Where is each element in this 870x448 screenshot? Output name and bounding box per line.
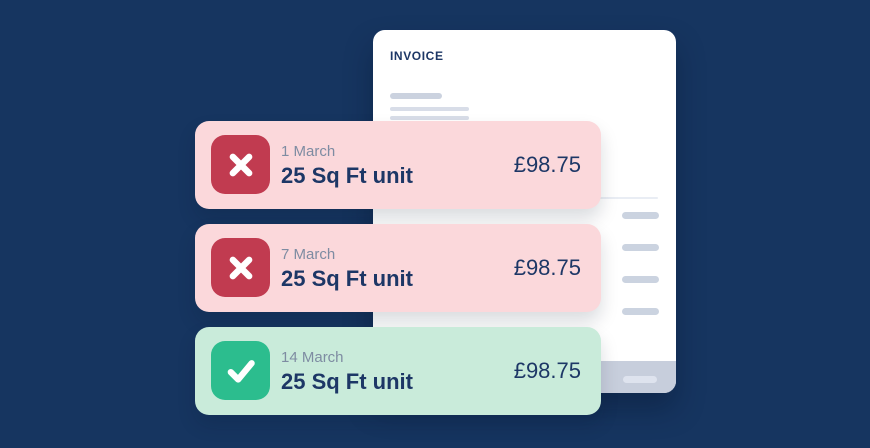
status-icon-paid xyxy=(211,341,270,400)
invoice-footer-pill xyxy=(623,376,657,383)
invoice-placeholder-amount xyxy=(622,212,659,219)
payment-row: 14 March 25 Sq Ft unit £98.75 xyxy=(195,327,601,415)
invoice-title: INVOICE xyxy=(390,49,444,63)
invoice-placeholder-line xyxy=(390,116,469,120)
invoice-placeholder-amount xyxy=(622,276,659,283)
check-icon xyxy=(227,359,255,383)
payment-date: 7 March xyxy=(281,245,336,263)
payment-item: 25 Sq Ft unit xyxy=(281,265,413,291)
invoice-placeholder-heading xyxy=(390,93,442,99)
invoice-placeholder-line xyxy=(390,107,469,111)
payment-row-text: 1 March 25 Sq Ft unit xyxy=(281,121,413,209)
status-icon-failed xyxy=(211,238,270,297)
x-icon xyxy=(229,256,252,279)
payment-date: 14 March xyxy=(281,348,344,366)
payment-row-text: 14 March 25 Sq Ft unit xyxy=(281,327,413,415)
payment-row-text: 7 March 25 Sq Ft unit xyxy=(281,224,413,312)
payment-item: 25 Sq Ft unit xyxy=(281,162,413,188)
payment-date: 1 March xyxy=(281,142,336,160)
x-icon xyxy=(229,153,252,176)
payment-amount: £98.75 xyxy=(513,358,581,383)
payment-amount: £98.75 xyxy=(513,152,581,177)
payment-row: 7 March 25 Sq Ft unit £98.75 xyxy=(195,224,601,312)
payment-amount: £98.75 xyxy=(513,255,581,280)
status-icon-failed xyxy=(211,135,270,194)
invoice-placeholder-amount xyxy=(622,308,659,315)
payment-item: 25 Sq Ft unit xyxy=(281,368,413,394)
invoice-placeholder-amount xyxy=(622,244,659,251)
payment-row: 1 March 25 Sq Ft unit £98.75 xyxy=(195,121,601,209)
